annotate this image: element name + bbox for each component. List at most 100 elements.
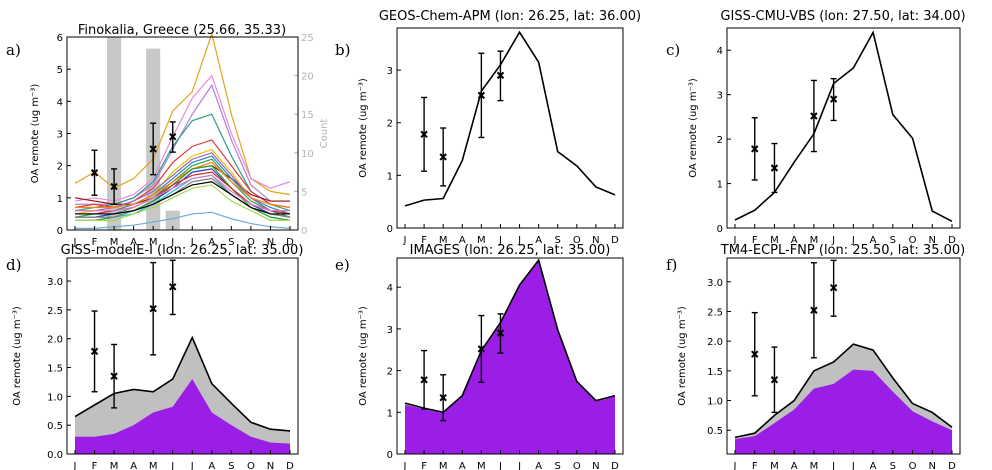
x-tick-label: F (421, 461, 427, 470)
y-tick-label: 4 (387, 283, 393, 294)
x-tick-label: M (810, 461, 819, 470)
panel-title: TM4-ECPL-FNP (lon: 25.50, lat: 35.00) (720, 243, 965, 258)
x-tick-label: F (92, 237, 98, 248)
panel-e: 0 1 2 3 4 J F M A M J J A S O N D IMAGES (lon: 26.25, lat… (335, 243, 624, 470)
obs-marker (149, 305, 157, 313)
x-tick-label: M (110, 461, 119, 470)
x-tick-label: S (890, 461, 896, 470)
x-tick-label: A (459, 235, 466, 246)
y-tick-label: 2.0 (47, 335, 63, 346)
y-axis-label: OA remote (ug m⁻³) (688, 78, 699, 178)
x-tick-label: J (73, 237, 77, 248)
plot-frame (396, 257, 624, 455)
x-tick-label: M (439, 461, 448, 470)
y-tick-label: 3 (717, 91, 723, 102)
x-tick-label: M (439, 235, 448, 246)
y-tick-label: 3.0 (47, 277, 63, 288)
y-tick-label: 0.0 (47, 450, 63, 461)
obs-marker (810, 306, 818, 314)
panel-letter: b) (335, 41, 350, 59)
y-tick-label: 1 (717, 180, 723, 191)
x-tick-label: M (149, 461, 158, 470)
count-tick-label: 20 (301, 72, 314, 83)
panel-title: GISS-CMU-VBS (lon: 27.50, lat: 34.00) (720, 9, 965, 24)
panel-letter: c) (666, 41, 680, 59)
plot-frame (726, 257, 961, 455)
y-tick-label: 4 (57, 97, 63, 108)
count-tick-label: 15 (301, 110, 314, 121)
x-tick-label: F (92, 461, 98, 470)
x-tick-label: J (498, 461, 502, 470)
x-tick-label: J (190, 461, 194, 470)
x-tick-label: N (267, 461, 274, 470)
panel-title: GISS-modelE-I (lon: 26.25, lat: 35.00) (61, 243, 304, 258)
panel-d: 0.0 0.5 1.0 1.5 2.0 2.5 3.0 J F M A M J J A S O N D GISS-mo… (6, 243, 303, 470)
series-line (404, 30, 616, 207)
plot-frame (396, 27, 624, 229)
y-tick-label: 1.5 (707, 367, 723, 378)
x-tick-label: D (611, 235, 619, 246)
lower-area (735, 369, 952, 454)
x-tick-label: M (477, 235, 486, 246)
x-tick-label: J (517, 235, 521, 246)
y-axis-label: OA remote (ug m⁻³) (677, 306, 688, 406)
x-tick-label: F (752, 461, 758, 470)
obs-marker (110, 182, 118, 191)
obs-marker (496, 71, 505, 80)
y-tick-label: 1.5 (47, 364, 63, 375)
x-tick-label: A (130, 461, 137, 470)
plot-frame (66, 257, 299, 455)
obs-marker (420, 130, 428, 139)
y-tick-label: 1 (387, 171, 393, 182)
y-tick-label: 2 (387, 367, 393, 378)
y-tick-label: 3.0 (707, 278, 723, 289)
x-tick-label: J (851, 461, 855, 470)
x-tick-label: O (909, 461, 917, 470)
x-tick-label: A (208, 461, 215, 470)
series-line (74, 74, 291, 202)
y-tick-label: 3 (387, 325, 393, 336)
x-tick-label: M (477, 461, 486, 470)
x-tick-label: J (73, 461, 77, 470)
y-tick-label: 3 (387, 66, 393, 77)
y-tick-label: 2.5 (707, 307, 723, 318)
count-bar (107, 37, 122, 230)
y-axis-label: OA remote (ug m⁻³) (30, 84, 41, 184)
y-axis-label: OA remote (ug m⁻³) (358, 78, 369, 178)
x-tick-label: O (247, 461, 255, 470)
x-tick-label: J (831, 461, 835, 470)
x-tick-label: M (149, 237, 158, 248)
x-tick-label: D (611, 461, 619, 470)
obs-marker (496, 329, 505, 337)
x-tick-label: D (286, 461, 294, 470)
panel-title: IMAGES (lon: 26.25, lat: 35.00) (410, 243, 611, 258)
x-tick-label: A (459, 461, 466, 470)
count-tick-label: 25 (301, 33, 314, 44)
obs-marker (770, 164, 779, 172)
x-tick-label: M (110, 237, 119, 248)
lower-area (405, 261, 615, 454)
series-line (75, 184, 290, 221)
obs-marker (810, 112, 818, 120)
x-tick-label: A (535, 235, 542, 246)
x-tick-label: M (770, 461, 779, 470)
x-tick-label: D (948, 235, 956, 246)
panel-title: GEOS-Chem-APM (lon: 26.25, lat: 36.00) (379, 9, 641, 24)
plot-frame (726, 27, 961, 229)
y-tick-label: 3 (57, 130, 63, 141)
y-tick-label: 6 (57, 33, 63, 44)
y-tick-label: 0.5 (47, 421, 63, 432)
x-tick-label: F (752, 235, 758, 246)
panel-letter: a) (6, 41, 21, 59)
obs-marker (751, 145, 759, 153)
x-tick-label: F (421, 235, 427, 246)
x-tick-label: N (592, 235, 599, 246)
x-tick-label: S (555, 235, 561, 246)
x-tick-label: J (170, 237, 174, 248)
count-tick-label: 5 (301, 187, 307, 198)
obs-marker (829, 283, 838, 292)
x-tick-label: O (909, 235, 917, 246)
